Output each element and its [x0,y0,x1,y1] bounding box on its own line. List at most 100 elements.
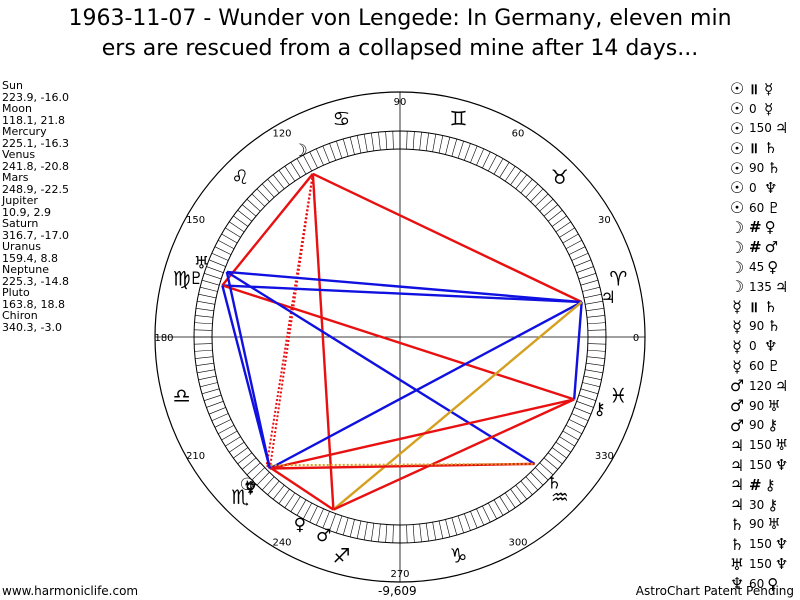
aspect-line [226,270,536,465]
aspect-type: 150 [749,458,772,473]
degree-tick [578,394,597,401]
degree-tick [464,143,471,161]
aspect-planet-1-icon: ♂ [729,396,745,416]
aspect-line [268,173,314,469]
degree-tick [278,170,290,186]
degree-tick [445,519,451,537]
aspect-planet-1-icon: ☽ [729,217,745,237]
aspect-planet-2-icon: ♃ [774,119,789,138]
aspect-row: ☉ 150 ♃ [728,119,800,139]
degree-tick [194,349,213,352]
planet-glyph-icon: ♂ [316,526,331,546]
planet-glyph-icon: ♃ [601,288,616,308]
aspect-planet-1-icon: ♅ [729,554,745,574]
degree-tick [451,517,458,536]
footer-website-link[interactable]: www.harmoniclife.com [2,584,139,598]
aspect-planet-1-icon: ♃ [729,435,745,455]
degree-tick [565,240,583,250]
aspect-type: 90 [749,418,765,433]
planet-coords: 316.7, -17.0 [2,228,69,242]
degree-tick [194,343,213,345]
aspect-row: ☉ 0 ♆ [728,178,800,198]
aspect-planet-1-icon: ☿ [732,356,742,376]
planet-coords: 10.9, 2.9 [2,205,51,219]
aspect-row: ♂ 90 ⚷ [728,416,800,436]
zodiac-sign-icon: ♊ [450,107,468,131]
degree-tick [571,413,589,422]
aspect-row: ☽ # ♂ [728,237,800,257]
degree-tick [198,293,217,299]
aspect-type: # [749,475,762,494]
degree-tick [363,522,368,540]
degree-tick [580,279,599,286]
aspect-planet-2-icon: ☿ [764,79,774,98]
degree-tick [200,286,218,292]
aspect-list: ☉ ॥ ☿ ☉ 0 ☿ ☉ 150 ♃ ☉ ॥ ♄ ☉ 90 ♄ ☉ 0 ♆ ☉ 60 ♇ ☽ # ♀ ☽ # ♂ ☽ 45 ♀ ☽ 135 ♃… [728,79,800,594]
degree-tick [525,476,539,491]
aspect-row: ☿ 60 ♇ [728,356,800,376]
planet-coords: 118.1, 21.8 [2,113,65,127]
aspect-planet-1-icon: ♂ [729,415,745,435]
degree-tick [195,356,214,359]
degree-tick [256,472,270,486]
aspect-planet-2-icon: ♇ [767,357,781,376]
aspect-planet-1-icon: ♆ [729,574,745,594]
aspect-planet-1-icon: ☉ [729,158,745,178]
planet-name: Venus [2,148,36,161]
degree-tick [543,457,558,470]
degree-tick [586,308,605,312]
degree-tick [221,430,238,441]
planet-name: Pluto [2,286,30,299]
degree-tick [206,266,224,273]
aspect-type: 90 [749,161,765,176]
aspect-planet-2-icon: ♆ [774,555,789,574]
aspect-planet-2-icon: ♆ [764,337,778,356]
aspect-type: 150 [749,557,772,572]
degree-tick [303,502,313,520]
degree-tick [504,166,516,182]
degree-tick [242,204,257,217]
degree-tick [515,174,528,190]
angle-label: 330 [595,451,614,462]
aspect-type: 90 [749,398,765,413]
angle-label: 300 [508,537,527,548]
aspect-planet-2-icon: ♄ [767,317,781,336]
degree-tick [583,293,602,299]
aspect-line [332,398,575,511]
degree-tick [233,215,249,227]
degree-tick [451,138,458,157]
degree-tick [525,183,539,198]
aspect-planet-1-icon: ☉ [729,79,745,99]
degree-tick [208,259,226,267]
degree-tick [445,137,451,155]
degree-tick [267,179,280,194]
planet-glyph-icon: ☉ [240,475,255,495]
degree-tick [412,524,415,543]
footer-center-value: -9,609 [378,584,417,598]
aspect-planet-2-icon: ♆ [774,535,789,554]
degree-tick [206,401,224,408]
degree-tick [559,436,575,447]
degree-tick [559,227,575,238]
degree-tick [322,145,330,163]
degree-tick [385,524,388,543]
aspect-planet-2-icon: ⚷ [767,495,779,514]
planet-coords: 163.8, 18.8 [2,297,65,311]
degree-tick [342,517,349,536]
degree-tick [530,472,544,486]
zodiac-sign-icon: ♍ [173,267,191,291]
degree-tick [392,524,394,543]
degree-tick [229,221,245,233]
aspect-planet-2-icon: ♅ [774,436,789,455]
aspect-planet-2-icon: ♆ [764,178,778,197]
aspect-line [221,173,314,287]
aspect-planet-2-icon: ♃ [774,277,789,296]
aspect-row: ♃ # ⚷ [728,475,800,495]
planet-glyph-icon: ♆ [243,479,258,499]
degree-tick [194,322,213,325]
degree-tick [385,131,388,150]
degree-tick [261,476,275,491]
degree-tick [290,496,301,512]
chart-title-line-2: ers are rescued from a collapsed mine af… [101,36,699,61]
aspect-planet-2-icon: ♆ [774,456,789,475]
